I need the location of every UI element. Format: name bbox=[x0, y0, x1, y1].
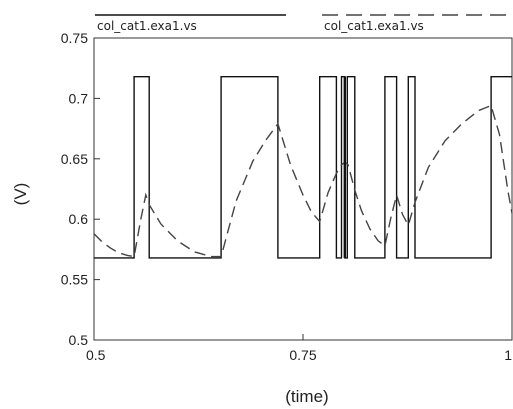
y-tick-label: 0.55 bbox=[61, 272, 88, 288]
y-axis-label: (V) bbox=[11, 183, 30, 206]
y-tick-label: 0.5 bbox=[69, 332, 89, 348]
x-tick-label: 0.75 bbox=[289, 347, 316, 363]
x-axis-label: (time) bbox=[285, 387, 328, 406]
legend-label-solid: col_cat1.exa1.vs bbox=[97, 19, 197, 33]
series-layer bbox=[93, 75, 513, 259]
y-tick-label: 0.75 bbox=[61, 30, 88, 46]
y-axis-ticks: 0.5 0.55 0.6 0.65 0.7 0.75 bbox=[61, 30, 100, 348]
y-tick-label: 0.6 bbox=[69, 211, 89, 227]
series-solid-line bbox=[94, 75, 512, 259]
x-axis-ticks: 0.5 0.75 1 bbox=[86, 334, 513, 363]
legend: col_cat1.exa1.vs col_cat1.exa1.vs bbox=[95, 14, 508, 33]
series-dashed-line bbox=[93, 104, 513, 258]
x-tick-label: 0.5 bbox=[86, 347, 106, 363]
y-tick-label: 0.7 bbox=[69, 90, 89, 106]
y-tick-label: 0.65 bbox=[61, 151, 88, 167]
x-tick-label: 1 bbox=[504, 347, 512, 363]
legend-label-dashed: col_cat1.exa1.vs bbox=[324, 19, 424, 33]
plot-area-frame bbox=[93, 37, 513, 341]
